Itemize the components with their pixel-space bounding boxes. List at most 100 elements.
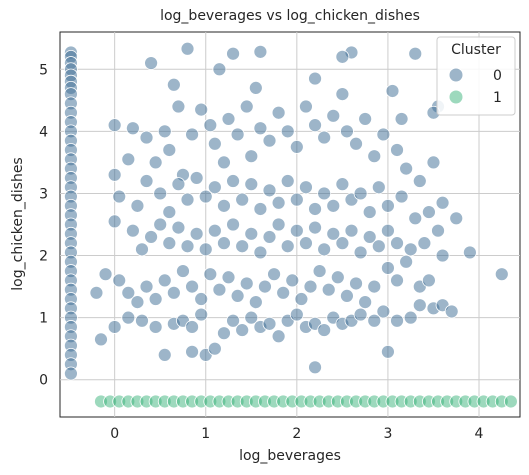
point-cluster-0 bbox=[226, 174, 240, 188]
point-cluster-0 bbox=[107, 167, 122, 182]
point-cluster-0 bbox=[217, 236, 231, 251]
point-cluster-0 bbox=[107, 118, 122, 133]
point-cluster-0 bbox=[362, 205, 377, 219]
point-cluster-0 bbox=[135, 313, 149, 328]
point-cluster-1 bbox=[503, 394, 518, 409]
point-cluster-0 bbox=[189, 226, 204, 241]
point-cluster-0 bbox=[376, 127, 391, 142]
point-cluster-0 bbox=[326, 198, 341, 213]
point-cluster-0 bbox=[144, 56, 158, 70]
point-cluster-0 bbox=[262, 316, 277, 331]
point-cluster-0 bbox=[367, 149, 382, 164]
point-cluster-0 bbox=[203, 118, 218, 133]
point-cluster-0 bbox=[148, 155, 163, 170]
point-cluster-0 bbox=[194, 292, 209, 306]
point-cluster-0 bbox=[244, 149, 259, 164]
point-cluster-0 bbox=[271, 329, 286, 344]
point-cluster-0 bbox=[412, 298, 427, 313]
point-cluster-0 bbox=[394, 189, 409, 204]
point-cluster-0 bbox=[221, 270, 236, 285]
point-cluster-0 bbox=[381, 223, 395, 238]
point-cluster-0 bbox=[294, 292, 309, 306]
y-tick-labels: 0 1 2 3 4 5 bbox=[39, 62, 48, 388]
point-cluster-0 bbox=[317, 242, 332, 257]
point-cluster-0 bbox=[412, 174, 427, 188]
legend-marker-1 bbox=[448, 89, 464, 105]
point-cluster-0 bbox=[381, 344, 395, 359]
point-cluster-0 bbox=[317, 323, 332, 337]
point-cluster-0 bbox=[112, 273, 127, 288]
point-cluster-0 bbox=[89, 285, 104, 300]
point-cluster-0 bbox=[463, 245, 477, 260]
point-cluster-0 bbox=[308, 220, 322, 235]
point-cluster-0 bbox=[148, 292, 163, 306]
point-cluster-0 bbox=[449, 211, 464, 226]
point-cluster-0 bbox=[358, 295, 373, 310]
point-cluster-0 bbox=[185, 320, 199, 334]
point-cluster-0 bbox=[280, 239, 295, 254]
point-cluster-0 bbox=[121, 152, 136, 167]
point-cluster-0 bbox=[367, 313, 382, 328]
point-cluster-0 bbox=[207, 136, 222, 151]
point-cluster-0 bbox=[349, 276, 363, 291]
point-cluster-0 bbox=[390, 236, 404, 251]
legend: Cluster 0 1 bbox=[436, 36, 516, 116]
y-tick-label: 4 bbox=[39, 124, 48, 140]
point-cluster-0 bbox=[239, 276, 254, 291]
point-cluster-0 bbox=[381, 198, 395, 213]
point-cluster-0 bbox=[185, 279, 199, 294]
point-cluster-0 bbox=[317, 186, 332, 201]
point-cluster-0 bbox=[299, 99, 313, 114]
point-cluster-0 bbox=[157, 273, 172, 288]
point-cluster-0 bbox=[390, 143, 404, 157]
point-cluster-0 bbox=[153, 186, 168, 201]
point-cluster-0 bbox=[180, 192, 195, 207]
point-cluster-0 bbox=[349, 136, 363, 151]
point-cluster-0 bbox=[157, 124, 172, 139]
point-cluster-0 bbox=[262, 230, 277, 244]
point-cluster-0 bbox=[408, 211, 423, 226]
point-cluster-0 bbox=[235, 192, 250, 207]
point-cluster-0 bbox=[207, 341, 222, 356]
point-cluster-0 bbox=[285, 273, 300, 288]
point-cluster-0 bbox=[153, 217, 168, 232]
point-cluster-0 bbox=[335, 87, 350, 101]
point-cluster-0 bbox=[144, 230, 158, 244]
point-cluster-0 bbox=[212, 62, 227, 77]
point-cluster-0 bbox=[125, 121, 140, 136]
point-cluster-0 bbox=[135, 242, 149, 257]
point-cluster-0 bbox=[157, 348, 172, 362]
point-cluster-0 bbox=[408, 46, 423, 61]
point-cluster-0 bbox=[258, 279, 272, 294]
point-cluster-0 bbox=[390, 273, 404, 288]
point-cluster-0 bbox=[280, 174, 295, 188]
point-cluster-0 bbox=[381, 261, 395, 275]
point-cluster-0 bbox=[130, 295, 145, 310]
point-cluster-0 bbox=[335, 236, 350, 251]
point-cluster-0 bbox=[367, 279, 382, 294]
point-cluster-0 bbox=[162, 236, 177, 251]
point-cluster-0 bbox=[276, 285, 291, 300]
point-cluster-0 bbox=[180, 41, 195, 56]
point-cluster-0 bbox=[139, 130, 154, 145]
point-cluster-0 bbox=[217, 326, 231, 341]
point-cluster-0 bbox=[335, 177, 350, 192]
point-cluster-0 bbox=[162, 205, 177, 219]
point-cluster-0 bbox=[426, 155, 441, 170]
x-tick-label: 2 bbox=[292, 426, 301, 442]
point-cluster-0 bbox=[230, 289, 245, 303]
point-cluster-0 bbox=[267, 267, 281, 282]
point-cluster-0 bbox=[226, 313, 240, 328]
point-cluster-0 bbox=[403, 242, 418, 257]
point-cluster-0 bbox=[385, 84, 400, 98]
point-cluster-0 bbox=[399, 254, 414, 269]
legend-label-1: 1 bbox=[493, 90, 502, 106]
point-cluster-0 bbox=[371, 239, 386, 254]
point-cluster-0 bbox=[289, 223, 304, 238]
point-cluster-0 bbox=[321, 282, 336, 297]
point-cluster-0 bbox=[121, 310, 136, 325]
point-cluster-0 bbox=[353, 245, 368, 260]
point-cluster-0 bbox=[198, 242, 213, 257]
point-cluster-0 bbox=[435, 195, 450, 210]
point-cluster-0 bbox=[244, 226, 259, 241]
